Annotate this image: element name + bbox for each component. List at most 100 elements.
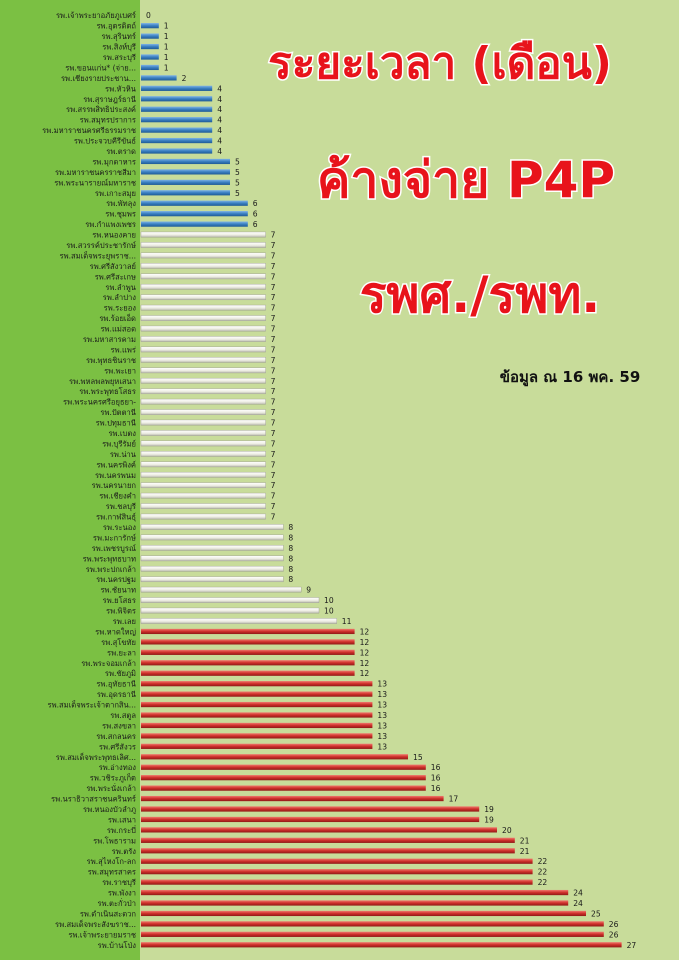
value-label: 27: [627, 941, 637, 950]
value-label: 5: [235, 178, 240, 187]
bar: [140, 346, 266, 353]
bar: [140, 513, 266, 520]
category-label: รพ.หาดใหญ่: [95, 627, 136, 636]
value-label: 7: [271, 231, 276, 240]
category-label: รพ.เชียงรายประชาน...: [61, 74, 136, 83]
value-label: 7: [271, 335, 276, 344]
value-label: 22: [538, 878, 548, 887]
bar: [140, 607, 320, 614]
value-label: 16: [431, 784, 441, 793]
value-label: 13: [377, 732, 387, 741]
category-label: รพ.กำแพงเพชร: [85, 220, 136, 229]
bar: [141, 775, 426, 781]
value-label: 5: [235, 157, 240, 166]
bar: [140, 471, 266, 478]
value-label: 7: [271, 251, 276, 260]
value-label: 1: [164, 63, 169, 72]
value-label: 7: [271, 377, 276, 386]
value-label: 16: [431, 774, 441, 783]
category-label: รพ.พระนารายณ์มหาราช: [54, 178, 136, 187]
category-label: รพ.ศรีสังวร: [99, 742, 136, 751]
bar: [141, 827, 497, 833]
value-label: 8: [288, 533, 293, 542]
category-label: รพ.หัวหิน: [105, 84, 136, 93]
bar: [141, 211, 248, 217]
bar: [141, 806, 480, 812]
category-label: รพ.ยะลา: [107, 648, 136, 657]
category-label: รพ.สตูล: [110, 711, 136, 720]
bar: [140, 503, 266, 509]
category-label: รพ.ลำพูน: [105, 283, 136, 292]
value-label: 6: [253, 220, 258, 229]
category-label: รพ.อุดรธานี: [97, 690, 136, 699]
bar: [141, 628, 355, 635]
category-label: รพ.พระปกเกล้า: [86, 565, 136, 574]
bar: [140, 304, 266, 311]
bar: [141, 54, 159, 60]
bar: [140, 242, 266, 248]
value-label: 7: [271, 366, 276, 375]
bar: [140, 252, 266, 259]
bar: [141, 816, 480, 823]
value-label: 16: [431, 763, 441, 772]
bar: [141, 712, 373, 718]
value-label: 13: [377, 711, 387, 720]
category-label: รพ.ดำเนินสะดวก: [80, 909, 136, 918]
bar: [140, 430, 266, 436]
category-label: รพ.เจ้าพระยายมราช: [68, 930, 136, 939]
category-label: รพ.กระบี่: [107, 825, 136, 835]
category-label: รพ.สมเด็จพระเจ้าตากสิน...: [48, 700, 136, 710]
value-label: 26: [609, 930, 619, 939]
bar: [140, 565, 284, 572]
bar: [140, 388, 266, 395]
category-label: รพ.ชัยนาท: [100, 586, 136, 595]
bar: [140, 618, 338, 624]
value-label: 13: [377, 701, 387, 710]
value-label: 19: [484, 815, 494, 824]
category-label: รพ.ตราด: [106, 147, 136, 156]
value-label: 7: [271, 293, 276, 302]
value-label: 12: [360, 638, 370, 647]
value-label: 1: [164, 43, 169, 52]
category-label: รพ.พิจิตร: [106, 607, 136, 616]
category-label: รพ.นราธิวาสราชนครินทร์: [51, 795, 136, 804]
bar: [141, 43, 159, 50]
value-label: 25: [591, 909, 601, 918]
value-label: 6: [253, 210, 258, 219]
value-label: 7: [271, 492, 276, 501]
value-label: 13: [377, 742, 387, 751]
value-labels: 0111112444444455556667777777777777777777…: [146, 11, 636, 950]
value-label: 8: [288, 554, 293, 563]
value-label: 7: [271, 356, 276, 365]
bar: [141, 858, 533, 864]
category-label: รพ.เกาะสมุย: [95, 189, 136, 198]
value-label: 15: [413, 753, 423, 762]
bar: [141, 137, 213, 144]
bar: [141, 879, 533, 885]
category-label: รพ.ชัยภูมิ: [105, 669, 136, 678]
category-label: รพ.สิงห์บุรี: [102, 43, 136, 52]
category-label: รพ.สมเด็จพระยุพราช...: [60, 250, 136, 260]
bar: [141, 743, 373, 749]
value-label: 10: [324, 596, 334, 605]
bar: [140, 545, 284, 551]
category-label: รพ.บุรีรัมย์: [102, 439, 136, 448]
category-label: รพ.อุตรดิตถ์: [96, 22, 136, 31]
value-label: 7: [271, 262, 276, 271]
bar: [141, 900, 569, 906]
category-label: รพ.ระยอง: [104, 304, 137, 313]
bar: [141, 722, 373, 729]
chart-title: ระยะเวลา (เดือน) ค้างจ่าย P4P รพศ./รพท.: [267, 37, 617, 326]
bar: [141, 869, 533, 875]
category-label: รพ.นครนายก: [92, 481, 136, 490]
bar: [141, 889, 569, 896]
category-label: รพ.น่าน: [110, 450, 136, 459]
bar: [140, 409, 266, 415]
category-label: รพ.ร้อยเอ็ด: [99, 313, 136, 323]
bar: [140, 576, 284, 583]
bar: [141, 64, 159, 71]
value-label: 13: [377, 721, 387, 730]
value-label: 7: [271, 272, 276, 281]
value-label: 7: [271, 481, 276, 490]
category-label: รพ.สุโขทัย: [101, 638, 136, 647]
